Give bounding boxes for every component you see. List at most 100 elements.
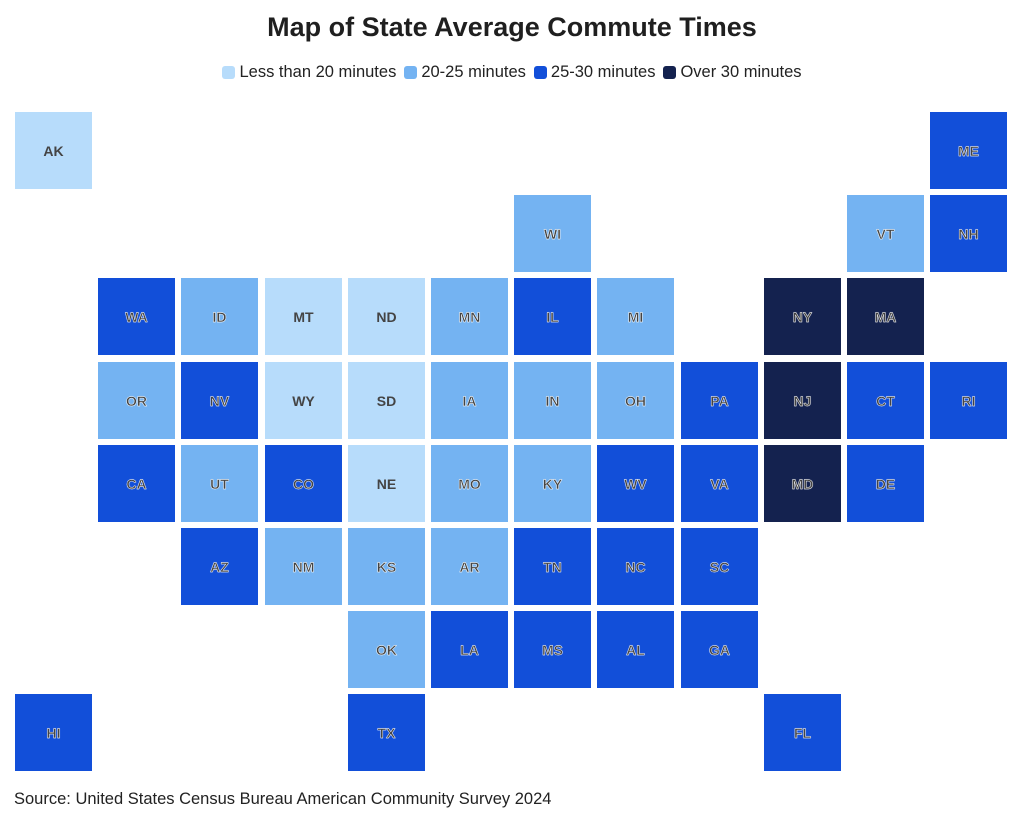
state-tile-ne: NE [348,445,425,522]
state-tile-az: AZ [181,528,258,605]
state-label: TN [543,558,562,575]
state-label: VT [876,225,895,242]
source-note: Source: United States Census Bureau Amer… [14,790,552,808]
state-tile-ct: CT [847,362,924,439]
state-label: PA [710,392,729,409]
state-label: MO [458,475,481,492]
state-label: IL [546,308,559,325]
state-tile-ri: RI [930,362,1007,439]
state-tile-wa: WA [98,278,175,355]
state-tile-or: OR [98,362,175,439]
state-label: WV [624,475,647,492]
state-label: AL [626,641,645,658]
state-tile-sd: SD [348,362,425,439]
state-tile-id: ID [181,278,258,355]
legend-label-lt20: Less than 20 minutes [239,63,397,81]
legend-item-gt30: Over 30 minutes [663,63,802,82]
state-label: NM [292,558,315,575]
state-label: SC [709,558,730,575]
state-tile-nj: NJ [764,362,841,439]
state-label: NE [376,475,397,492]
state-tile-co: CO [265,445,342,522]
state-tile-mt: MT [265,278,342,355]
state-label: MT [293,308,314,325]
legend-swatch-25-30 [533,66,547,79]
state-tile-tn: TN [514,528,591,605]
legend-swatch-20-25 [404,66,418,79]
state-tile-pa: PA [681,362,758,439]
state-tile-ut: UT [181,445,258,522]
state-tile-ma: MA [847,278,924,355]
state-tile-nm: NM [265,528,342,605]
state-label: OH [625,392,646,409]
state-label: NV [209,392,230,409]
state-label: GA [709,641,730,658]
legend: Less than 20 minutes 20-25 minutes 25-30… [0,63,1024,82]
state-label: DE [875,475,896,492]
state-tile-mi: MI [597,278,674,355]
state-tile-hi: HI [15,694,92,771]
state-label: KS [376,558,397,575]
state-tile-wy: WY [265,362,342,439]
state-label: AZ [210,558,229,575]
state-label: TX [377,724,396,741]
state-tile-la: LA [431,611,508,688]
state-label: NJ [793,392,812,409]
state-label: CA [126,475,147,492]
state-label: ND [376,308,397,325]
state-label: WA [125,308,148,325]
state-label: HI [46,724,61,741]
state-tile-oh: OH [597,362,674,439]
state-tile-mn: MN [431,278,508,355]
legend-item-20-25: 20-25 minutes [404,63,526,82]
state-label: OR [126,392,147,409]
state-tile-nd: ND [348,278,425,355]
state-label: WY [292,392,315,409]
state-label: MS [542,641,563,658]
state-tile-ca: CA [98,445,175,522]
state-label: MA [874,308,897,325]
state-label: KY [542,475,563,492]
state-tile-wv: WV [597,445,674,522]
state-label: AR [459,558,480,575]
state-label: IA [462,392,477,409]
state-tile-in: IN [514,362,591,439]
state-label: VA [710,475,729,492]
state-tile-wi: WI [514,195,591,272]
state-tile-va: VA [681,445,758,522]
state-tile-nc: NC [597,528,674,605]
state-tile-ky: KY [514,445,591,522]
state-label: MN [458,308,481,325]
state-label: CT [876,392,895,409]
state-label: RI [961,392,976,409]
state-tile-nv: NV [181,362,258,439]
state-tile-md: MD [764,445,841,522]
state-tile-tx: TX [348,694,425,771]
legend-label-gt30: Over 30 minutes [680,63,802,81]
legend-label-25-30: 25-30 minutes [550,63,656,81]
state-tile-de: DE [847,445,924,522]
map-title: Map of State Average Commute Times [267,12,757,42]
state-tile-ny: NY [764,278,841,355]
state-tile-ms: MS [514,611,591,688]
state-tile-ks: KS [348,528,425,605]
state-tile-nh: NH [930,195,1007,272]
legend-item-lt20: Less than 20 minutes [222,63,396,82]
state-tile-il: IL [514,278,591,355]
state-tile-ok: OK [348,611,425,688]
state-tile-mo: MO [431,445,508,522]
state-label: ME [958,142,979,159]
state-label: OK [376,641,397,658]
state-tile-ak: AK [15,112,92,189]
state-label: NH [958,225,979,242]
state-label: NY [792,308,813,325]
state-tile-ga: GA [681,611,758,688]
state-label: FL [793,724,812,741]
state-label: UT [210,475,229,492]
state-tile-me: ME [930,112,1007,189]
state-label: AK [43,142,64,159]
legend-swatch-gt30 [663,66,677,79]
state-label: MD [791,475,814,492]
state-label: MI [627,308,644,325]
